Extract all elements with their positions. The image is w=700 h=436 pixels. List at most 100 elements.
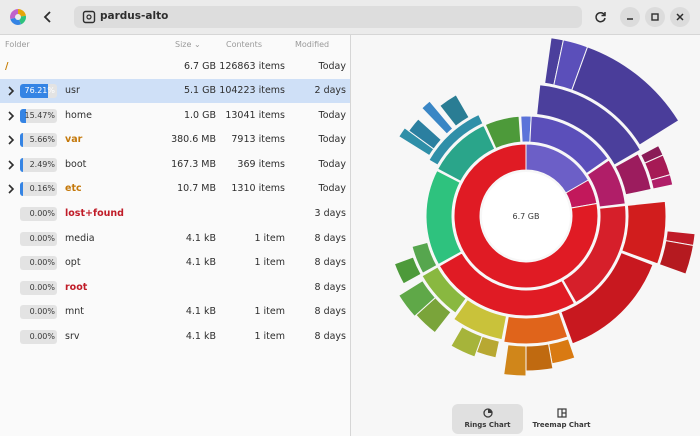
ring-segment-j[interactable] xyxy=(621,200,667,265)
chevron-right-icon[interactable] xyxy=(5,84,17,98)
folder-name: root xyxy=(65,281,88,293)
folder-row-root[interactable]: 0.00% root 8 days xyxy=(0,276,350,300)
ring-segment-o[interactable] xyxy=(411,241,438,274)
folder-contents: 13041 items xyxy=(225,109,285,121)
folder-modified: 3 days xyxy=(314,208,347,219)
sort-chevron-icon: ⌄ xyxy=(193,40,201,49)
ring-spoke-14[interactable] xyxy=(398,279,437,318)
ring-segment-k[interactable] xyxy=(560,251,654,345)
ring-segment-usr[interactable] xyxy=(453,143,599,289)
ring-spoke-12[interactable] xyxy=(450,326,483,358)
column-size[interactable]: Size ⌄ xyxy=(175,40,201,49)
location-label: pardus-alto xyxy=(100,10,169,22)
ring-segment-home[interactable] xyxy=(425,169,462,266)
panel-divider xyxy=(350,35,351,436)
ring-segment-b[interactable] xyxy=(529,115,609,175)
ring-spoke-10[interactable] xyxy=(503,344,527,377)
refresh-icon xyxy=(594,11,606,22)
ring-segment-m[interactable] xyxy=(453,298,508,341)
ring-segment-c[interactable] xyxy=(586,159,626,208)
chevron-right-icon[interactable] xyxy=(5,109,17,123)
folder-name: lost+found xyxy=(65,208,124,219)
usage-percent: 76.21% xyxy=(24,86,55,95)
folder-contents: 1310 items xyxy=(231,183,285,195)
folder-row-mnt[interactable]: 0.00% mnt 4.1 kB 1 item 8 days xyxy=(0,300,350,324)
chevron-right-icon[interactable] xyxy=(5,133,17,147)
usage-percent: 0.16% xyxy=(29,184,55,194)
folder-modified: 8 days xyxy=(314,306,347,318)
folder-size: 4.1 kB xyxy=(185,306,216,318)
back-button[interactable] xyxy=(37,6,59,28)
folder-row-srv[interactable]: 0.00% srv 4.1 kB 1 item 8 days xyxy=(0,325,350,349)
close-icon xyxy=(676,13,684,21)
ring-spoke-9[interactable] xyxy=(525,343,554,372)
ring-segment-n[interactable] xyxy=(421,266,467,314)
ring-segment-f[interactable] xyxy=(437,124,496,182)
ring-spoke-18[interactable] xyxy=(421,100,454,135)
folder-row-media[interactable]: 0.00% media 4.1 kB 1 item 8 days xyxy=(0,227,350,251)
folder-contents: 1 item xyxy=(254,331,285,342)
folder-name: media xyxy=(65,232,95,244)
ring-segment-e[interactable] xyxy=(438,252,576,317)
chevron-right-icon[interactable] xyxy=(5,182,17,196)
chevron-left-icon xyxy=(43,11,51,23)
folder-size: 1.0 GB xyxy=(183,109,216,121)
ring-spoke-2[interactable] xyxy=(571,46,680,146)
root-folder-name: / xyxy=(5,61,9,72)
ring-segment-h[interactable] xyxy=(536,84,641,166)
rings-icon xyxy=(483,408,493,418)
ring-spoke-8[interactable] xyxy=(547,338,576,365)
ring-spoke-19[interactable] xyxy=(439,94,470,127)
usage-bar: 0.00% xyxy=(20,330,57,344)
root-contents: 126863 items xyxy=(219,61,285,72)
usage-bar: 0.00% xyxy=(20,231,57,246)
close-button[interactable] xyxy=(670,7,690,27)
rings-chart-button[interactable]: Rings Chart xyxy=(452,404,523,434)
folder-row-opt[interactable]: 0.00% opt 4.1 kB 1 item 8 days xyxy=(0,251,350,275)
refresh-button[interactable] xyxy=(589,6,611,28)
folder-modified: Today xyxy=(318,183,346,195)
folder-name: home xyxy=(65,109,92,121)
folder-contents: 1 item xyxy=(254,257,285,269)
ring-spoke-5[interactable] xyxy=(650,174,674,190)
usage-bar: 0.00% xyxy=(20,207,57,221)
folder-row-lostfound[interactable]: 0.00% lost+found 3 days xyxy=(0,202,350,226)
folder-row-boot[interactable]: 2.49% boot 167.3 MB 369 items Today xyxy=(0,153,350,177)
location-bar[interactable]: pardus-alto xyxy=(74,6,582,28)
folder-row-home[interactable]: 15.47% home 1.0 GB 13041 items Today xyxy=(0,104,350,128)
minimize-button[interactable] xyxy=(620,7,640,27)
ring-spoke-7[interactable] xyxy=(658,240,694,275)
column-contents[interactable]: Contents xyxy=(226,40,262,49)
column-modified[interactable]: Modified xyxy=(295,40,330,49)
ring-center[interactable] xyxy=(482,172,570,260)
root-modified: Today xyxy=(318,61,346,72)
ring-segment-d[interactable] xyxy=(562,204,627,304)
folder-size: 5.1 GB xyxy=(183,85,216,96)
rings-chart[interactable]: 6.7 GB xyxy=(351,35,700,405)
folder-row-usr[interactable]: 76.21% usr 5.1 GB 104223 items 2 days xyxy=(0,79,350,103)
folder-row-etc[interactable]: 0.16% etc 10.7 MB 1310 items Today xyxy=(0,177,350,201)
folder-size: 380.6 MB xyxy=(171,134,216,146)
usage-percent: 0.00% xyxy=(29,307,55,317)
folder-modified: 8 days xyxy=(314,257,347,269)
folder-row-var[interactable]: 5.66% var 380.6 MB 7913 items Today xyxy=(0,128,350,152)
column-folder[interactable]: Folder xyxy=(5,40,30,49)
ring-segment-l[interactable] xyxy=(503,311,569,345)
root-row[interactable]: / 6.7 GB 126863 items Today xyxy=(0,55,350,79)
ring-spoke-15[interactable] xyxy=(393,256,422,285)
treemap-chart-button[interactable]: Treemap Chart xyxy=(526,404,597,434)
app-logo-icon xyxy=(10,8,27,25)
ring-spoke-17[interactable] xyxy=(407,118,442,150)
usage-bar: 2.49% xyxy=(20,157,57,172)
maximize-button[interactable] xyxy=(645,7,665,27)
ring-segment-p[interactable] xyxy=(428,113,484,166)
root-size: 6.7 GB xyxy=(183,61,216,72)
folder-modified: Today xyxy=(318,134,346,146)
ring-segment-i[interactable] xyxy=(614,153,652,196)
usage-bar: 0.00% xyxy=(20,256,57,271)
ring-segment-g[interactable] xyxy=(484,115,522,150)
chevron-right-icon[interactable] xyxy=(5,158,17,172)
folder-name: etc xyxy=(65,183,82,195)
usage-percent: 0.00% xyxy=(29,332,55,341)
header-bar: pardus-alto xyxy=(0,0,700,35)
